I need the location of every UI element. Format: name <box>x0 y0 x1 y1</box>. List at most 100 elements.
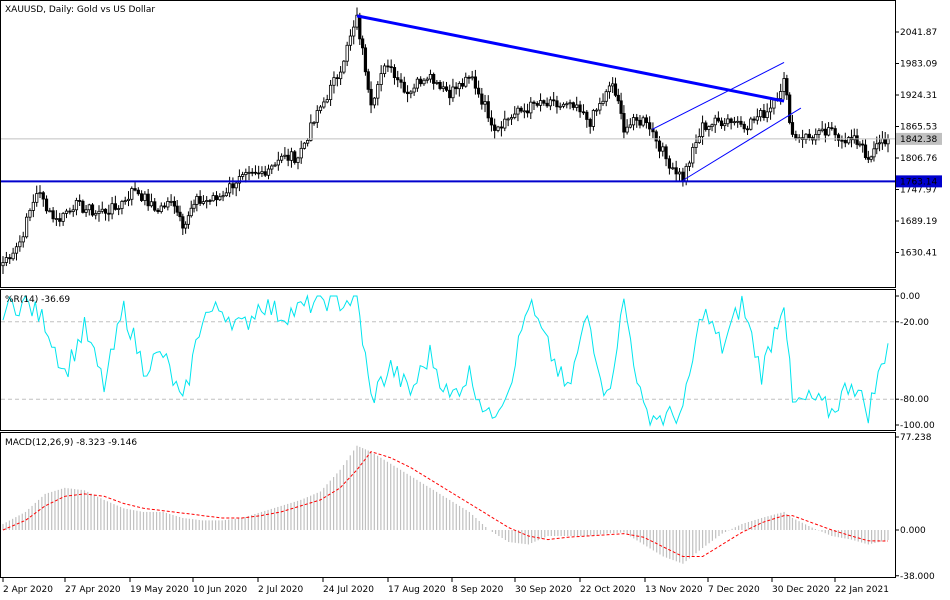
candle-body <box>299 147 303 159</box>
candle-body <box>847 137 851 144</box>
candle-body <box>631 117 636 126</box>
candle-body <box>339 71 343 80</box>
candle-body <box>409 91 413 95</box>
candle-body <box>817 130 821 135</box>
candle-body <box>729 118 733 123</box>
price-tick-label: 1747.97 <box>900 186 937 196</box>
candle-body <box>886 138 890 145</box>
candle-body <box>739 120 743 125</box>
candle-body <box>87 204 91 211</box>
candle-body <box>172 200 176 207</box>
candle-body <box>496 126 500 131</box>
candle-body <box>657 140 662 152</box>
candle-body <box>399 79 403 83</box>
price-tick-label: 1983.09 <box>900 60 937 70</box>
price-tick-label: 2041.87 <box>900 28 937 38</box>
candle-body <box>598 103 602 111</box>
candle-body <box>61 213 65 222</box>
candle-body <box>117 208 121 210</box>
candle-body <box>790 122 795 135</box>
candle-body <box>78 200 82 202</box>
wr-tick-label: -20.00 <box>900 318 929 328</box>
candle-body <box>664 146 668 160</box>
candle-body <box>283 154 287 157</box>
candle-body <box>742 123 746 130</box>
candle-body <box>169 200 173 203</box>
price-tick-label: 1689.19 <box>900 217 937 227</box>
candle-body <box>312 121 316 124</box>
candle-body <box>710 124 714 128</box>
wr-panel-frame <box>0 289 896 431</box>
candle-body <box>376 84 380 99</box>
price-tick-label: 1806.76 <box>900 154 937 164</box>
candle-body <box>48 210 52 213</box>
candle-body <box>149 201 154 207</box>
candle-body <box>35 193 39 203</box>
candle-body <box>601 100 605 104</box>
current-price-label: 1842.38 <box>900 135 937 145</box>
candle-body <box>211 195 215 202</box>
candle-body <box>545 102 549 107</box>
candle-body <box>342 60 346 73</box>
candle-body <box>221 195 225 198</box>
candle-body <box>480 93 484 105</box>
candle-body <box>700 122 705 137</box>
candle-body <box>126 198 131 201</box>
date-tick-label: 30 Sep 2020 <box>515 585 572 595</box>
candle-body <box>677 171 682 175</box>
candle-body <box>622 113 626 133</box>
price-tick-label: 1924.31 <box>900 91 937 101</box>
price-tick-label: 1865.53 <box>900 123 937 133</box>
candle-body <box>257 172 261 175</box>
candle-body <box>641 117 645 126</box>
candle-body <box>858 143 862 146</box>
candle-body <box>438 81 442 89</box>
macd-panel: 77.238 0.000 -38.000 <box>2 433 935 582</box>
candle-body <box>833 128 837 136</box>
candle-body <box>159 205 163 213</box>
candle-body <box>228 183 232 194</box>
candle-body <box>422 79 426 85</box>
date-tick-label: 8 Sep 2020 <box>452 585 504 595</box>
candle-body <box>372 97 377 106</box>
candle-body <box>840 139 844 142</box>
date-tick-label: 27 Apr 2020 <box>65 585 121 595</box>
candle-body <box>467 76 471 79</box>
candle-body <box>457 82 461 90</box>
macd-signal-line <box>2 451 888 557</box>
candle-body <box>558 105 562 108</box>
main-panel-frame <box>0 0 896 288</box>
wr-panel: 0.00 -20.00 -80.00 -100.00 <box>1 292 935 431</box>
candle-body <box>201 201 206 204</box>
candle-body <box>181 216 185 229</box>
candle-body <box>432 74 436 84</box>
candle-body <box>130 188 134 200</box>
candle-body <box>184 223 188 229</box>
candle-body <box>146 193 150 207</box>
channel-line <box>651 62 785 130</box>
candle-body <box>352 26 356 37</box>
candle-body <box>866 157 870 160</box>
candle-body <box>814 134 818 141</box>
candle-body <box>532 101 536 104</box>
candle-body <box>28 210 32 218</box>
candle-body <box>823 128 827 136</box>
candle-body <box>535 103 539 106</box>
candle-body <box>389 66 393 69</box>
price-tick-label: 1630.41 <box>900 249 937 259</box>
candle-body <box>382 65 387 74</box>
candle-body <box>581 111 586 114</box>
candle-body <box>237 176 242 184</box>
candle-body <box>428 74 433 80</box>
candle-body <box>473 76 478 89</box>
candle-body <box>644 117 648 124</box>
candle-body <box>153 201 157 211</box>
candle-body <box>759 110 763 118</box>
candle-body <box>460 82 465 87</box>
candle-body <box>8 257 12 260</box>
candle-body <box>516 107 520 115</box>
candle-body <box>578 104 582 113</box>
candle-body <box>123 200 127 202</box>
candle-body <box>266 168 271 176</box>
candle-body <box>405 91 410 95</box>
